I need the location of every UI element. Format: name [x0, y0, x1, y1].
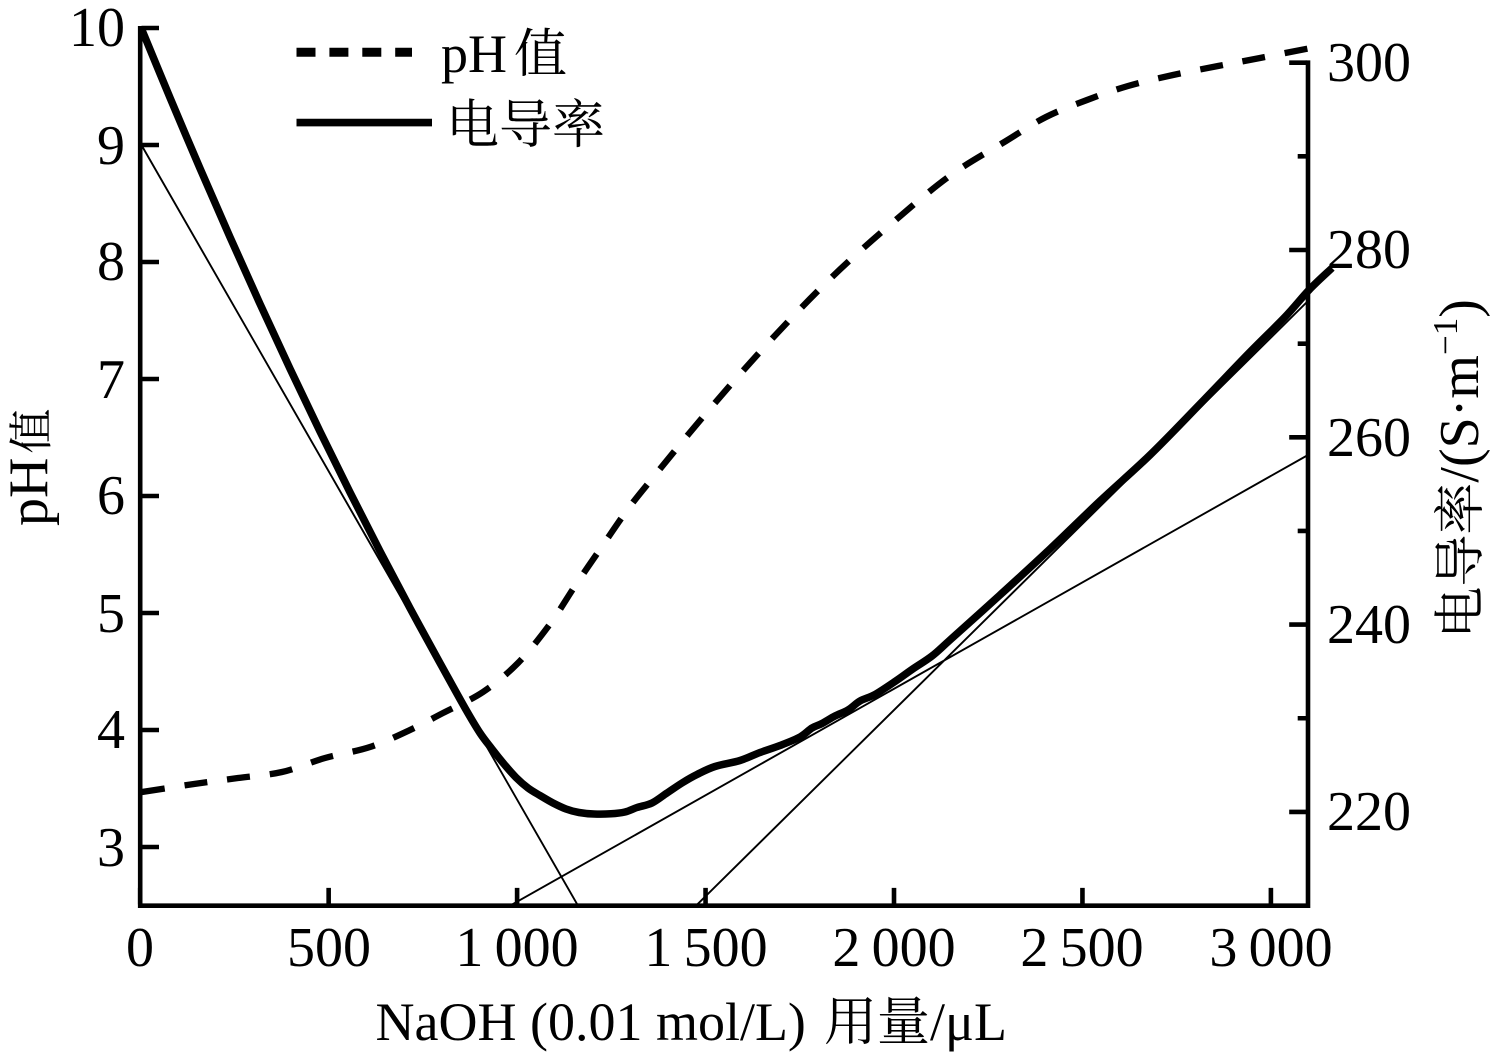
svg-text:9: 9: [97, 115, 125, 177]
svg-text:500: 500: [287, 917, 371, 979]
svg-text:NaOH (0.01 mol/L): NaOH (0.01 mol/L): [376, 992, 806, 1052]
svg-text:3 000: 3 000: [1209, 917, 1332, 979]
svg-text:1 000: 1 000: [455, 917, 578, 979]
svg-text:300: 300: [1327, 32, 1411, 94]
svg-text:1 500: 1 500: [644, 917, 767, 979]
svg-text:3: 3: [97, 817, 125, 879]
svg-text:240: 240: [1327, 594, 1411, 656]
svg-text:7: 7: [97, 349, 125, 411]
svg-text:pH: pH: [441, 24, 507, 84]
svg-text:2 500: 2 500: [1020, 917, 1143, 979]
svg-text:10: 10: [69, 0, 125, 59]
svg-text:280: 280: [1327, 219, 1411, 281]
svg-text:0: 0: [126, 917, 154, 979]
svg-text:5: 5: [97, 583, 125, 645]
svg-text:/μL: /μL: [930, 992, 1007, 1052]
svg-text:260: 260: [1327, 407, 1411, 469]
svg-text:pH: pH: [0, 458, 60, 526]
svg-text:220: 220: [1327, 781, 1411, 843]
svg-text:2 000: 2 000: [832, 917, 955, 979]
svg-text:8: 8: [97, 231, 125, 293]
svg-text:4: 4: [97, 699, 125, 761]
svg-text:6: 6: [97, 465, 125, 527]
